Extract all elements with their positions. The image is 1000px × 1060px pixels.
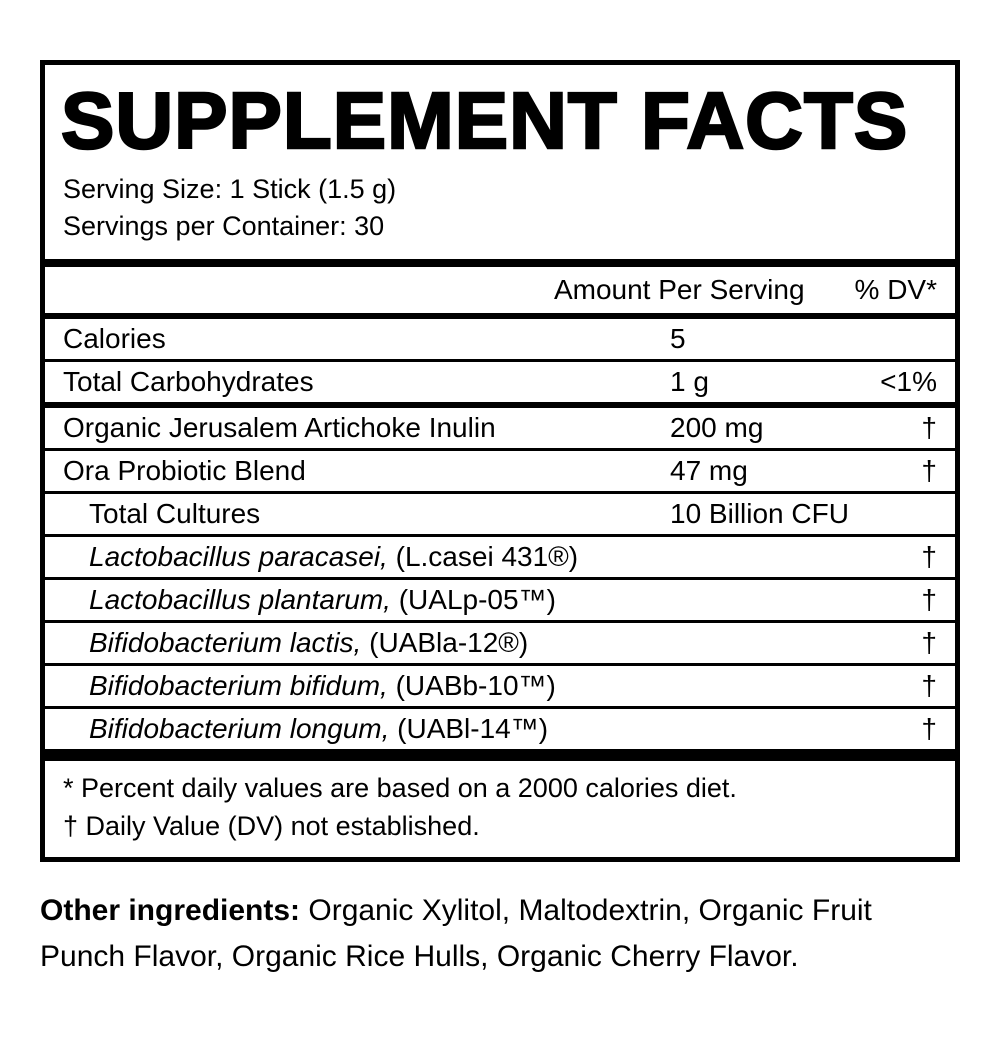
- serving-info: Serving Size: 1 Stick (1.5 g) Servings p…: [45, 171, 955, 245]
- ingredient-species-name: Lactobacillus paracasei,: [89, 541, 388, 572]
- ingredient-name-cell: Ora Probiotic Blend: [63, 455, 670, 487]
- column-header-amount: Amount Per Serving: [553, 274, 805, 305]
- column-header-dv: % DV*: [854, 274, 937, 305]
- table-row: Ora Probiotic Blend 47 mg †: [45, 448, 955, 491]
- ingredient-name-cell: Total Cultures: [63, 498, 670, 530]
- ingredient-table: Calories 5 Total Carbohydrates 1 g <1% O…: [45, 319, 955, 749]
- panel-title: SUPPLEMENT FACTS: [60, 76, 909, 165]
- footnote-percent-dv: * Percent daily values are based on a 20…: [63, 773, 737, 803]
- ingredient-name: Total Carbohydrates: [63, 366, 314, 397]
- ingredient-dv: †: [921, 713, 937, 744]
- table-row: Lactobacillus plantarum, (UALp-05™) †: [45, 577, 955, 620]
- ingredient-name: (UABl-14™): [389, 713, 549, 744]
- table-header: Amount Per Serving % DV*: [45, 267, 955, 313]
- ingredient-name-cell: Bifidobacterium lactis, (UABla-12®): [63, 627, 670, 659]
- ingredient-amount: 10 Billion CFU: [670, 498, 849, 529]
- ingredient-name: Ora Probiotic Blend: [63, 455, 306, 486]
- ingredient-name: (L.casei 431®): [387, 541, 579, 572]
- ingredient-dv: †: [921, 627, 937, 658]
- ingredient-name-cell: Bifidobacterium longum, (UABl-14™): [63, 713, 670, 745]
- ingredient-dv: †: [921, 584, 937, 615]
- ingredient-dv: †: [921, 670, 937, 701]
- other-ingredients-text: Organic Xylitol, Maltodextrin, Organic F…: [40, 894, 872, 973]
- table-row: Bifidobacterium lactis, (UABla-12®) †: [45, 620, 955, 663]
- table-row: Total Cultures 10 Billion CFU: [45, 491, 955, 534]
- servings-per-container: Servings per Container: 30: [63, 211, 385, 241]
- ingredient-dv: <1%: [880, 366, 937, 397]
- table-row: Bifidobacterium longum, (UABl-14™) †: [45, 706, 955, 749]
- ingredient-species-name: Bifidobacterium bifidum,: [89, 670, 388, 701]
- ingredient-species-name: Bifidobacterium lactis,: [89, 627, 362, 658]
- ingredient-name: (UALp-05™): [390, 584, 556, 615]
- ingredient-name: (UABla-12®): [361, 627, 529, 658]
- other-ingredients-label: Other ingredients:: [40, 894, 301, 927]
- ingredient-species-name: Bifidobacterium longum,: [89, 713, 390, 744]
- divider-bar-bottom: [45, 749, 955, 761]
- ingredient-species-name: Lactobacillus plantarum,: [89, 584, 391, 615]
- ingredient-name: (UABb-10™): [387, 670, 556, 701]
- ingredient-dv: †: [921, 412, 937, 443]
- divider-bar-medium: [45, 313, 955, 319]
- ingredient-name-cell: Organic Jerusalem Artichoke Inulin: [63, 412, 670, 444]
- table-row: Bifidobacterium bifidum, (UABb-10™) †: [45, 663, 955, 706]
- ingredient-amount: 5: [670, 323, 686, 354]
- ingredient-name-cell: Total Carbohydrates: [63, 366, 670, 398]
- ingredient-name-cell: Calories: [63, 323, 670, 355]
- ingredient-dv: †: [921, 455, 937, 486]
- ingredient-name: Calories: [63, 323, 166, 354]
- ingredient-name-cell: Bifidobacterium bifidum, (UABb-10™): [63, 670, 670, 702]
- ingredient-amount: 200 mg: [670, 412, 764, 443]
- ingredient-name: Organic Jerusalem Artichoke Inulin: [63, 412, 496, 443]
- table-row: Total Carbohydrates 1 g <1%: [45, 359, 955, 402]
- ingredient-amount: 47 mg: [670, 455, 748, 486]
- serving-size: Serving Size: 1 Stick (1.5 g): [63, 174, 397, 204]
- table-row: Calories 5: [45, 319, 955, 359]
- footnotes: * Percent daily values are based on a 20…: [45, 761, 955, 857]
- ingredient-name-cell: Lactobacillus plantarum, (UALp-05™): [63, 584, 670, 616]
- supplement-facts-panel: SUPPLEMENT FACTS Serving Size: 1 Stick (…: [40, 60, 960, 862]
- ingredient-amount: 1 g: [670, 366, 709, 397]
- footnote-dagger: † Daily Value (DV) not established.: [63, 811, 480, 841]
- table-row: Lactobacillus paracasei, (L.casei 431®) …: [45, 534, 955, 577]
- ingredient-name-cell: Lactobacillus paracasei, (L.casei 431®): [63, 541, 670, 573]
- ingredient-name: Total Cultures: [89, 498, 261, 529]
- table-row: Organic Jerusalem Artichoke Inulin 200 m…: [45, 402, 955, 448]
- other-ingredients: Other ingredients: Organic Xylitol, Malt…: [40, 888, 960, 980]
- ingredient-dv: †: [921, 541, 937, 572]
- divider-bar-thick: [45, 259, 955, 267]
